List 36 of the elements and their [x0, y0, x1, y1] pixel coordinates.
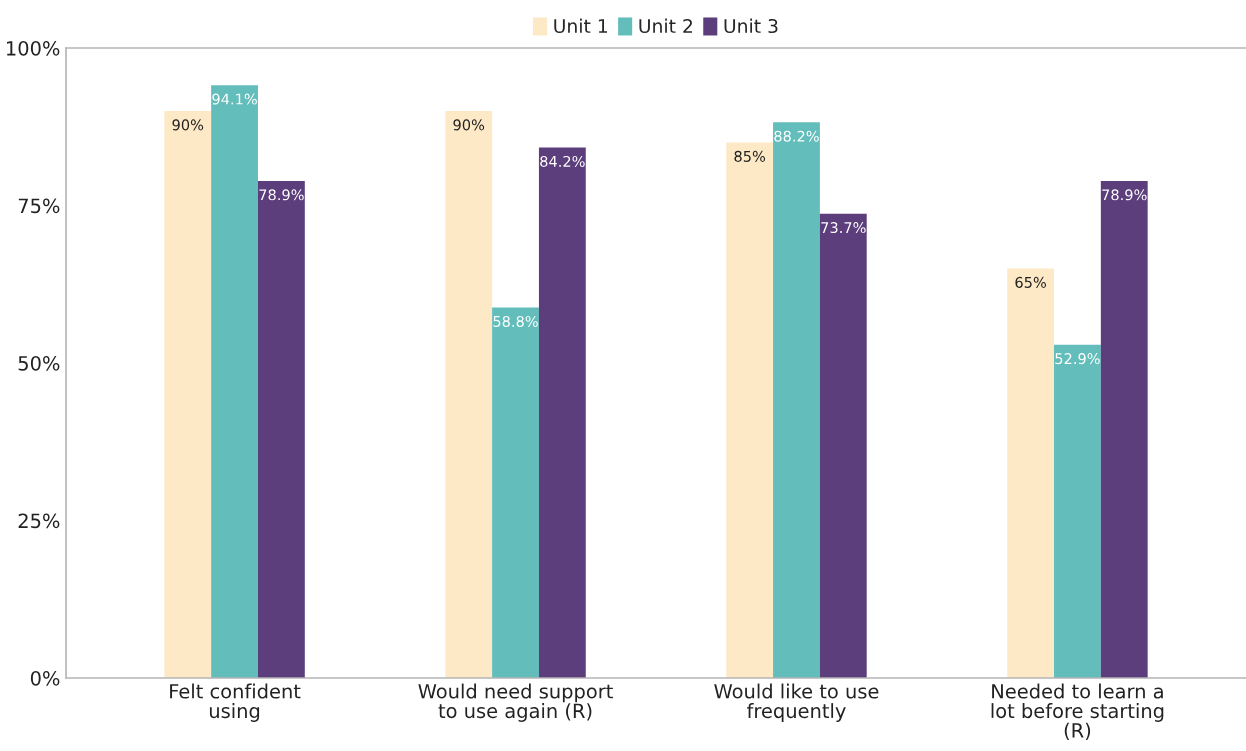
- data-label: 65%: [1015, 276, 1047, 288]
- bar: [164, 111, 212, 678]
- bar: [538, 147, 586, 678]
- bar: [445, 111, 493, 678]
- x-tick-label: Needed to learn a lot before starting (R): [991, 683, 1164, 741]
- data-label: 52.9%: [1055, 353, 1100, 365]
- y-tick-label: 0%: [30, 670, 60, 686]
- data-label: 73.7%: [821, 222, 866, 234]
- data-label: 84.2%: [540, 155, 585, 167]
- data-label: 78.9%: [1102, 189, 1147, 201]
- data-label: 88.2%: [774, 130, 819, 142]
- x-tick-label: Would need support to use again (R): [418, 683, 613, 722]
- data-label: 90%: [172, 119, 204, 131]
- data-label: 94.1%: [212, 93, 257, 105]
- data-label: 90%: [453, 119, 485, 131]
- bar: [1100, 180, 1148, 678]
- y-tick-label: 25%: [18, 513, 60, 529]
- data-label: 78.9%: [259, 189, 304, 201]
- x-tick-label: Felt confident using: [170, 683, 301, 722]
- bar: [726, 142, 774, 678]
- legend-label: Unit 1: [554, 18, 608, 34]
- bar: [1007, 268, 1055, 678]
- data-label: 85%: [734, 150, 766, 162]
- bar: [211, 85, 258, 678]
- bar: [257, 180, 305, 678]
- data-label: 58.8%: [493, 315, 538, 327]
- bar: [492, 307, 539, 678]
- y-tick-label: 50%: [18, 355, 60, 371]
- y-tick-label: 75%: [18, 198, 60, 214]
- bar: [773, 122, 820, 678]
- x-tick-label: Would like to use frequently: [714, 683, 879, 722]
- bar: [1054, 344, 1101, 678]
- y-tick-label: 100%: [6, 40, 60, 56]
- legend-label: Unit 2: [639, 18, 692, 34]
- bar: [819, 213, 867, 678]
- legend-label: Unit 3: [724, 18, 778, 34]
